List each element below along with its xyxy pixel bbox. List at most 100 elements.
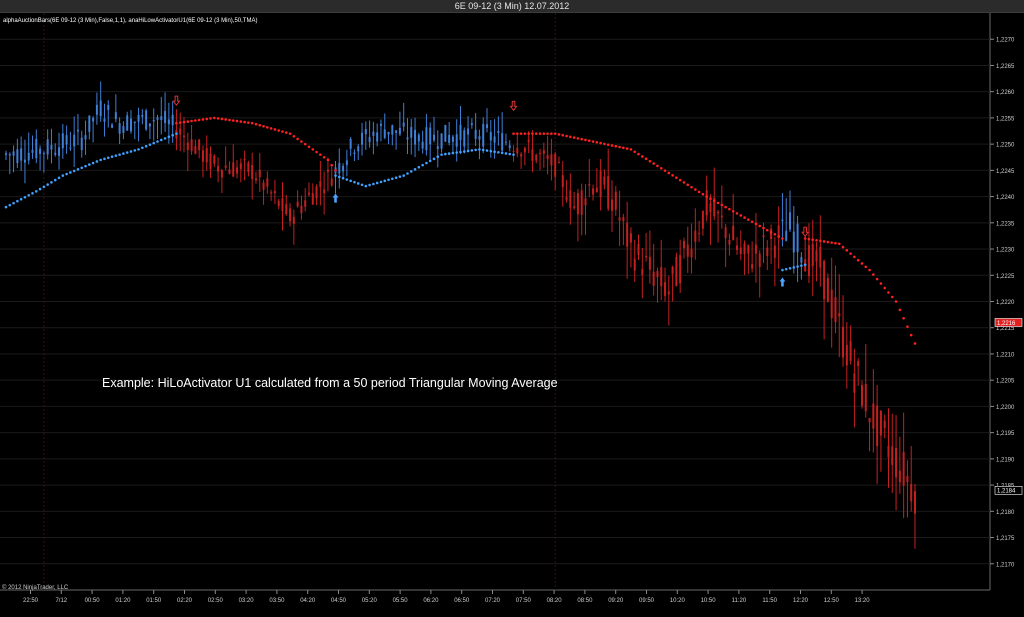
price-bar (304, 200, 307, 207)
activator-dot (860, 262, 864, 265)
activator-dot (356, 182, 360, 185)
activator-dot (228, 118, 231, 122)
price-bar (133, 121, 136, 124)
activator-dot (269, 127, 273, 130)
price-bar (383, 129, 386, 138)
activator-dot (894, 300, 898, 303)
price-bar (103, 118, 106, 122)
activator-dot (88, 163, 91, 166)
price-bar (868, 418, 871, 423)
price-bars (5, 81, 916, 549)
activator-dot (61, 174, 65, 177)
price-bar (455, 134, 458, 147)
price-bar (656, 270, 659, 278)
time-tick-label: 07:50 (516, 598, 532, 604)
activator-dot (678, 178, 682, 182)
price-bar (27, 152, 30, 161)
activator-dot (686, 183, 690, 187)
activator-dot (273, 128, 277, 131)
activator-dot (8, 203, 12, 207)
sell-arrow-icon (172, 95, 181, 107)
activator-dot (326, 158, 330, 162)
activator-dot (603, 142, 606, 146)
activator-dot (220, 117, 224, 121)
activator-dot (110, 155, 114, 159)
activator-dot (311, 148, 315, 151)
activator-dot (856, 258, 860, 262)
price-bar (292, 216, 295, 224)
price-tick-label: 1,2270 (996, 38, 1015, 44)
activator-dot (428, 159, 432, 163)
activator-dot (478, 148, 481, 151)
activator-dot (436, 155, 440, 159)
price-chart[interactable]: 1,2270 1,2265 1,2260 1,2255 1,2250 1,2245 1,22… (0, 13, 1024, 617)
price-bar (482, 124, 485, 147)
price-bar (876, 405, 879, 447)
buy-arrow-icon (332, 193, 339, 203)
sell-arrow-shape (509, 100, 518, 112)
price-bar (54, 152, 57, 155)
activator-dot (239, 120, 243, 123)
price-bar (546, 154, 549, 160)
price-bar (561, 175, 564, 188)
price-bar (557, 162, 560, 164)
activator-dot (830, 241, 833, 244)
price-axis[interactable]: 1,2270 1,2265 1,2260 1,2255 1,2250 1,2245 1,22… (990, 38, 1015, 569)
activator-dot (481, 148, 485, 152)
activator-dot (186, 120, 190, 123)
activator-dot (728, 207, 731, 211)
price-bar (516, 147, 519, 154)
activator-dot (455, 151, 459, 154)
price-bar (766, 247, 769, 256)
activator-dot (99, 158, 102, 162)
activator-dot (837, 242, 841, 246)
activator-dot (474, 148, 477, 152)
price-tick-label: 1,2220 (996, 300, 1015, 306)
activator-dot (659, 166, 663, 170)
activator-dot (159, 138, 163, 142)
activator-dot (902, 316, 905, 320)
price-bar (266, 178, 269, 187)
activator-dot (27, 193, 31, 197)
price-bar (190, 139, 193, 152)
activator-dot (69, 171, 72, 174)
price-bar (156, 117, 159, 120)
activator-dot (421, 163, 424, 167)
activator-dot (175, 132, 178, 135)
price-bar (148, 123, 151, 127)
activator-dot (762, 226, 765, 230)
price-bar (338, 162, 341, 174)
sell-arrow-icon (801, 226, 810, 238)
activator-dot (667, 171, 671, 175)
price-bar (39, 148, 42, 154)
price-bar (739, 247, 742, 255)
price-bar (459, 124, 462, 141)
activator-dot (614, 144, 618, 148)
activator-dot (258, 123, 262, 127)
activator-dot (296, 137, 299, 141)
time-axis[interactable]: 22:50 7/12 00:50 01:20 01:50 02:20 02:50 03:20 0… (23, 590, 870, 604)
activator-dot (417, 165, 421, 169)
activator-dot (512, 132, 515, 135)
price-bar (5, 153, 7, 155)
price-bar (300, 205, 303, 214)
activator-dot (671, 174, 674, 177)
activator-dot (879, 282, 883, 285)
time-tick-label: 03:20 (239, 598, 255, 604)
activator-dot (709, 197, 712, 200)
price-bar (342, 165, 345, 172)
price-bar (773, 245, 776, 258)
activator-dot (353, 180, 356, 184)
activator-dot (137, 148, 140, 151)
activator-dot (773, 233, 777, 236)
price-bar (205, 148, 208, 163)
activator-dot (144, 144, 148, 148)
price-bar (414, 129, 417, 145)
price-bar (910, 484, 913, 502)
price-bar (489, 131, 492, 141)
activator-dot (826, 240, 830, 244)
activator-dot (201, 118, 205, 121)
price-bar (20, 148, 23, 161)
time-tick-label: 04:20 (300, 598, 316, 604)
activator-dot (133, 149, 137, 152)
